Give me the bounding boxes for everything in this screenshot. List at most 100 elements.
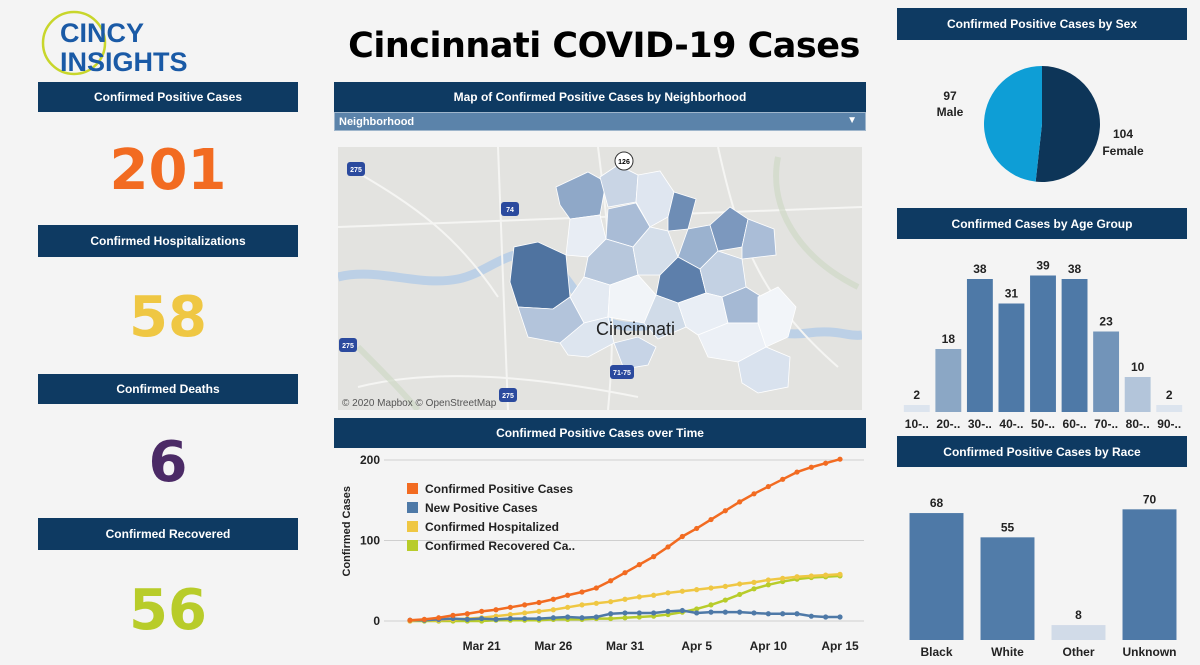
data-point — [708, 609, 714, 615]
bar-50[interactable] — [1030, 275, 1056, 413]
bar-category-label: 50-.. — [1031, 417, 1055, 431]
bar-other[interactable] — [1051, 625, 1106, 640]
legend-label: Confirmed Positive Cases — [425, 482, 573, 496]
data-point — [751, 586, 757, 592]
highway-shields: 275 74 126 275 71-75 275 — [339, 151, 634, 402]
data-point — [579, 602, 585, 608]
data-point — [622, 570, 628, 576]
data-point — [737, 609, 743, 615]
data-point — [593, 600, 599, 606]
map-parks — [355, 156, 860, 410]
map-attribution: © 2020 Mapbox © OpenStreetMap — [342, 398, 497, 409]
data-point — [780, 611, 786, 617]
data-point — [636, 610, 642, 616]
kpi-positive-header: Confirmed Positive Cases — [38, 82, 298, 112]
bar-80[interactable] — [1124, 377, 1151, 412]
data-point — [837, 614, 843, 620]
data-point — [794, 469, 800, 475]
data-point — [823, 572, 829, 578]
sex-chart-header: Confirmed Positive Cases by Sex — [897, 8, 1187, 40]
data-point — [708, 602, 714, 608]
data-point — [708, 585, 714, 591]
neighborhood-map[interactable]: Cincinnati 275 74 126 275 71-75 275 © 20… — [338, 147, 862, 410]
bar-40[interactable] — [998, 303, 1025, 413]
race-chart-header: Confirmed Positive Cases by Race — [897, 436, 1187, 467]
bar-90[interactable] — [1156, 405, 1183, 412]
data-point — [608, 615, 614, 622]
y-axis-label: Confirmed Cases — [341, 486, 353, 576]
kpi-hospitalizations-header: Confirmed Hospitalizations — [38, 225, 298, 257]
bar-20[interactable] — [935, 349, 962, 412]
legend-label: New Positive Cases — [425, 501, 538, 515]
data-point — [694, 525, 700, 532]
data-point — [679, 607, 685, 614]
bar-value-label: 70 — [1143, 492, 1157, 506]
data-point — [837, 571, 843, 577]
data-point — [651, 610, 657, 616]
bar-category-label: 60-.. — [1063, 417, 1087, 431]
data-point — [694, 606, 700, 612]
pie-label-male-name: Male — [937, 105, 964, 119]
data-point — [622, 615, 628, 621]
data-point — [493, 607, 499, 613]
data-point — [751, 610, 757, 616]
data-point — [464, 611, 470, 617]
data-point — [565, 592, 571, 598]
x-tick-label: Apr 10 — [750, 639, 788, 653]
data-point — [694, 587, 700, 593]
legend-swatch — [407, 502, 418, 513]
data-point — [636, 594, 642, 600]
bar-60[interactable] — [1061, 279, 1088, 412]
data-point — [565, 614, 571, 620]
pie-slice-female[interactable] — [1035, 66, 1100, 182]
pie-slice-male[interactable] — [983, 66, 1042, 182]
bar-unknown[interactable] — [1122, 509, 1177, 640]
legend-label: Confirmed Hospitalized — [425, 520, 559, 534]
data-point — [665, 590, 671, 596]
bar-category-label: 20-.. — [936, 417, 960, 431]
bar-white[interactable] — [980, 537, 1035, 640]
data-point — [507, 611, 513, 618]
bar-black[interactable] — [909, 513, 964, 640]
data-point — [507, 615, 513, 622]
data-point — [737, 499, 743, 505]
data-point — [765, 577, 771, 583]
logo-text-insights: INSIGHTS — [60, 47, 188, 77]
data-point — [436, 615, 442, 621]
data-point — [665, 544, 671, 550]
bar-value-label: 23 — [1099, 315, 1113, 329]
bar-value-label: 38 — [1068, 262, 1082, 276]
neighborhood-filter-dropdown[interactable]: Neighborhood ▼ — [334, 112, 866, 131]
bar-value-label: 10 — [1131, 360, 1145, 374]
data-point — [450, 612, 456, 618]
data-point — [808, 613, 814, 619]
data-point — [407, 617, 413, 623]
data-point — [493, 616, 499, 622]
neighborhood-filter-label: Neighborhood — [339, 115, 415, 128]
data-point — [765, 483, 771, 490]
legend-swatch — [407, 521, 418, 532]
map-header: Map of Confirmed Positive Cases by Neigh… — [334, 82, 866, 112]
kpi-hospitalizations-value: 58 — [129, 285, 207, 350]
pie-label-male-value: 97 — [943, 89, 957, 103]
bar-value-label: 18 — [942, 332, 956, 346]
cases-by-race-bar-chart: 68 Black 55 White 8 Other 70 Unknown — [909, 492, 1177, 659]
bar-value-label: 68 — [930, 496, 944, 510]
data-point — [722, 597, 728, 603]
neighborhood-polygons[interactable] — [509, 164, 797, 394]
bar-30[interactable] — [966, 279, 993, 412]
bar-10[interactable] — [903, 405, 930, 412]
data-point — [751, 491, 757, 497]
data-point — [608, 578, 614, 584]
data-point — [507, 604, 513, 610]
bar-70[interactable] — [1093, 331, 1120, 413]
data-point — [765, 611, 771, 617]
data-point — [694, 610, 700, 616]
data-point — [651, 592, 657, 598]
kpi-deaths-value: 6 — [148, 430, 188, 495]
svg-text:275: 275 — [502, 393, 514, 400]
data-point — [593, 614, 599, 620]
bar-category-label: 90-.. — [1157, 417, 1181, 431]
bar-value-label: 8 — [1075, 608, 1082, 622]
bar-category-label: White — [991, 645, 1024, 659]
